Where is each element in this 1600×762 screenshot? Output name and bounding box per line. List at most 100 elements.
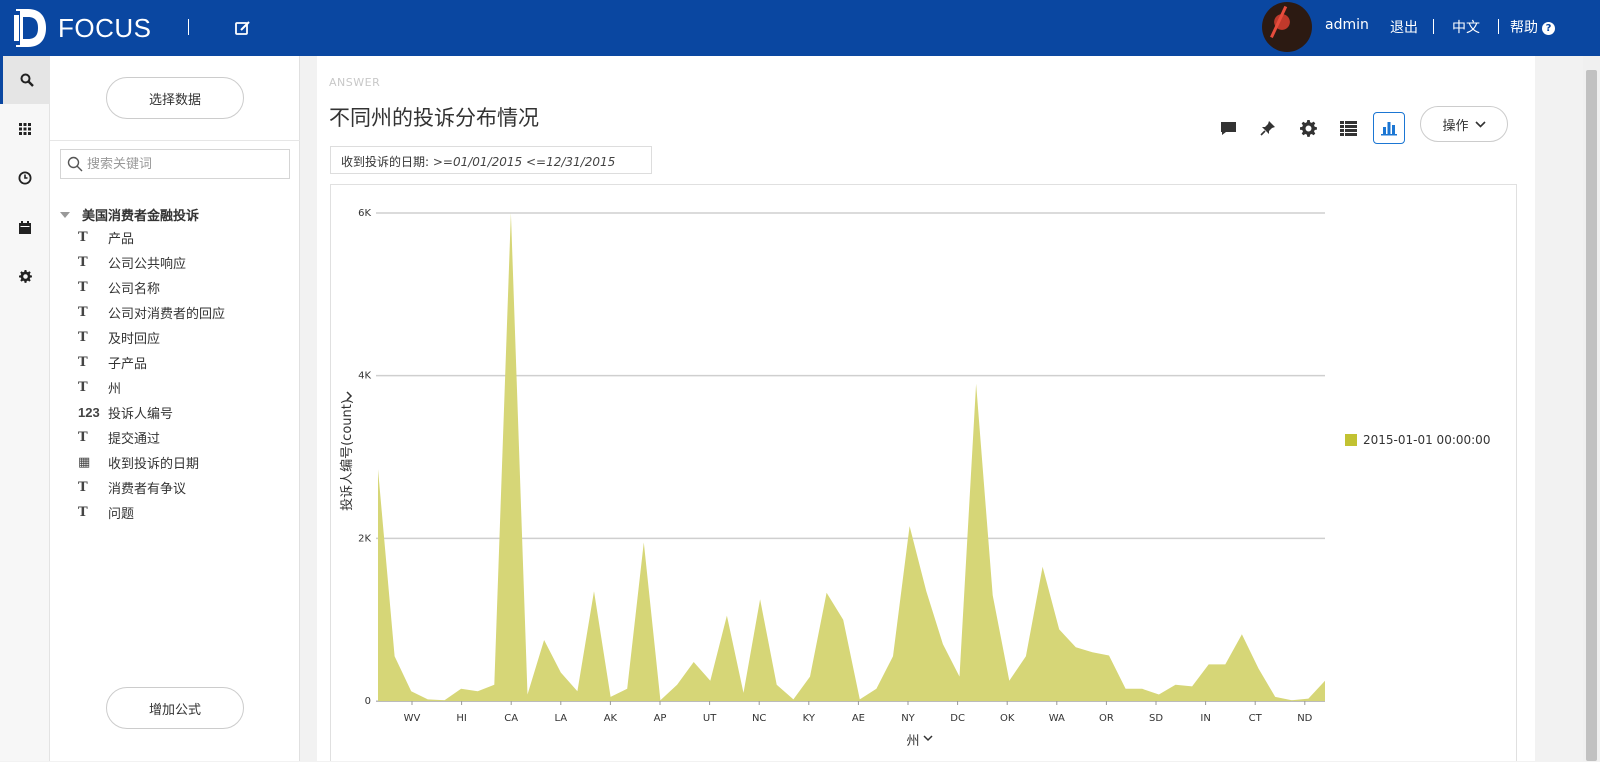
date-filter-chip[interactable]: 收到投诉的日期: >=01/01/2015 <=12/31/2015 <box>330 146 652 174</box>
help-link[interactable]: 帮助? <box>1510 17 1555 37</box>
x-tick-label: ND <box>1297 713 1312 724</box>
help-icon: ? <box>1542 22 1555 35</box>
field-list: T 产品 T 公司公共响应 T 公司名称 T 公司对消费者的回应 T 及时回应 T 子产品 T 州 123 投… <box>78 225 225 525</box>
language-link[interactable]: 中文 <box>1452 20 1480 36</box>
field-item[interactable]: ▦ 收到投诉的日期 <box>78 450 225 475</box>
field-label: 及时回应 <box>108 332 161 347</box>
table-view-button[interactable] <box>1332 112 1364 144</box>
data-source-node[interactable]: 美国消费者金融投诉 <box>60 205 199 224</box>
table-view-icon <box>1339 120 1357 136</box>
settings-button[interactable] <box>1292 112 1324 144</box>
field-item[interactable]: T 及时回应 <box>78 325 225 350</box>
date-type-icon: ▦ <box>78 455 91 470</box>
x-tick-label: CA <box>504 713 518 724</box>
header-separator <box>1498 19 1499 34</box>
text-type-icon: T <box>78 230 88 245</box>
field-label: 投诉人编号 <box>108 407 174 422</box>
search-input[interactable] <box>87 156 277 172</box>
x-tick-label: CT <box>1249 713 1263 724</box>
y-axis-title: 投诉人编号(count) <box>339 399 355 511</box>
nav-apps[interactable] <box>0 105 50 153</box>
x-tick-label: DC <box>950 713 965 724</box>
data-source-name: 美国消费者金融投诉 <box>82 209 200 224</box>
nav-calendar[interactable] <box>0 203 50 251</box>
field-item[interactable]: T 产品 <box>78 225 225 250</box>
add-formula-button[interactable]: 增加公式 <box>106 687 244 729</box>
x-tick-label: AE <box>852 713 865 724</box>
logout-link[interactable]: 退出 <box>1390 20 1418 36</box>
text-type-icon: T <box>78 330 88 345</box>
header-separator <box>1433 19 1434 34</box>
x-tick-label: NY <box>901 713 915 724</box>
keyword-search[interactable] <box>60 149 290 179</box>
chevron-down-icon <box>346 391 353 401</box>
top-bar: FOCUS admin 退出 中文 帮助? <box>0 0 1600 56</box>
field-label: 消费者有争议 <box>108 482 187 497</box>
field-item[interactable]: T 公司对消费者的回应 <box>78 300 225 325</box>
text-type-icon: T <box>78 355 88 370</box>
field-label: 州 <box>108 382 122 397</box>
field-item[interactable]: T 消费者有争议 <box>78 475 225 500</box>
field-label: 公司公共响应 <box>108 257 187 272</box>
grid-icon <box>19 123 31 135</box>
select-data-button[interactable]: 选择数据 <box>106 77 244 119</box>
x-tick-label: AP <box>654 713 667 724</box>
edit-icon[interactable] <box>234 19 252 37</box>
answer-label: ANSWER <box>329 76 381 89</box>
field-label: 问题 <box>108 507 135 522</box>
bar-chart-icon <box>1381 122 1397 136</box>
comment-button[interactable] <box>1212 112 1244 144</box>
chevron-down-icon <box>923 735 933 742</box>
pin-button[interactable] <box>1252 112 1284 144</box>
avatar[interactable] <box>1262 2 1312 52</box>
legend-label: 2015-01-01 00:00:00 <box>1363 433 1490 447</box>
chart-container: 0 2K 4K 6K WV HI CA LA AK AP UT NC KY AE NY DC OK WA OR SD I… <box>330 184 1517 761</box>
text-type-icon: T <box>78 380 88 395</box>
search-icon <box>67 156 83 172</box>
username[interactable]: admin <box>1325 17 1369 33</box>
x-tick-label: NC <box>752 713 766 724</box>
x-tick-label: AK <box>604 713 618 724</box>
nav-history[interactable] <box>0 154 50 202</box>
x-axis-title: 州 <box>906 734 919 749</box>
operations-dropdown[interactable]: 操作 <box>1420 106 1508 142</box>
collapse-caret-icon[interactable] <box>60 211 70 218</box>
app-logo-text: FOCUS <box>58 13 152 43</box>
panel-divider <box>50 140 300 141</box>
focus-logo-icon[interactable] <box>12 7 48 49</box>
number-type-icon: 123 <box>78 405 100 420</box>
answer-area: ANSWER 不同州的投诉分布情况 收到投诉的日期: >=01/01/2015 … <box>317 56 1535 761</box>
field-label: 收到投诉的日期 <box>108 457 200 472</box>
field-item[interactable]: T 问题 <box>78 500 225 525</box>
text-type-icon: T <box>78 255 88 270</box>
scrollbar-thumb[interactable] <box>1586 70 1597 761</box>
area-series <box>378 213 1325 701</box>
x-tick-label: LA <box>554 713 567 724</box>
y-tick-label: 0 <box>365 696 371 707</box>
nav-settings[interactable] <box>0 252 50 300</box>
data-panel: 选择数据 美国消费者金融投诉 T 产品 T 公司公共响应 T 公司名称 T 公司对消费者的回应… <box>50 56 300 761</box>
field-label: 子产品 <box>108 357 148 372</box>
chart-view-button[interactable] <box>1373 112 1405 144</box>
field-item[interactable]: T 子产品 <box>78 350 225 375</box>
text-type-icon: T <box>78 430 88 445</box>
clock-icon <box>18 171 32 185</box>
operations-label: 操作 <box>1442 118 1469 134</box>
field-label: 产品 <box>108 232 135 247</box>
x-tick-label: HI <box>456 713 466 724</box>
text-type-icon: T <box>78 305 88 320</box>
page-title: 不同州的投诉分布情况 <box>329 106 539 130</box>
filter-label: 收到投诉的日期: <box>341 155 430 169</box>
field-item[interactable]: T 提交通过 <box>78 425 225 450</box>
gear-icon <box>18 269 32 283</box>
field-item[interactable]: T 公司名称 <box>78 275 225 300</box>
nav-search[interactable] <box>0 56 50 104</box>
field-label: 提交通过 <box>108 432 161 447</box>
field-item[interactable]: T 公司公共响应 <box>78 250 225 275</box>
x-tick-label: WV <box>404 713 421 724</box>
field-item[interactable]: 123 投诉人编号 <box>78 400 225 425</box>
comment-icon <box>1220 121 1236 135</box>
gear-icon <box>1299 119 1317 137</box>
nav-rail <box>0 56 50 761</box>
